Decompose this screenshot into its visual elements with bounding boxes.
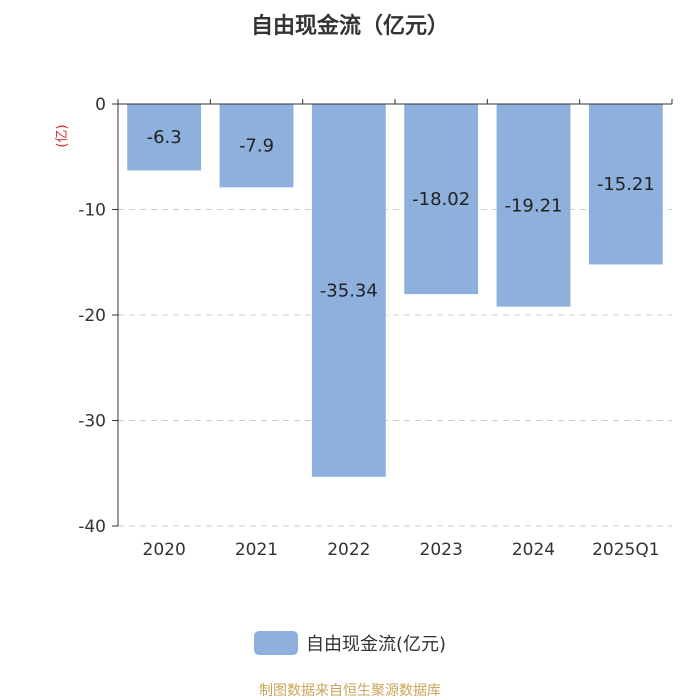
legend-label: 自由现金流(亿元) (305, 634, 447, 655)
x-tick-label: 2023 (420, 540, 463, 560)
x-tick-label: 2022 (327, 540, 370, 560)
x-tick-label: 2024 (512, 540, 555, 560)
bar (404, 104, 479, 295)
bar-data-label: -18.02 (412, 189, 470, 210)
y-tick-label: -20 (78, 306, 106, 326)
legend[interactable]: 自由现金流(亿元) (0, 630, 700, 656)
bar-data-label: -15.21 (597, 174, 655, 195)
bar (311, 104, 386, 477)
bar (127, 104, 202, 171)
bar (496, 104, 571, 307)
bar (219, 104, 294, 188)
legend-swatch (253, 631, 298, 655)
x-tick-label: 2020 (143, 540, 186, 560)
x-tick-label: 2021 (235, 540, 278, 560)
y-tick-label: 0 (95, 95, 106, 115)
x-tick-label: 2025Q1 (592, 540, 659, 560)
source-note: 制图数据来自恒生聚源数据库 (259, 683, 441, 699)
bar (588, 104, 663, 265)
bar-data-label: -7.9 (239, 136, 274, 157)
bar-data-label: -6.3 (147, 127, 182, 148)
y-axis-unit-label: (亿) (55, 124, 70, 147)
y-tick-label: -10 (78, 201, 106, 221)
chart-title: 自由现金流（亿元） (250, 14, 449, 39)
y-tick-label: -30 (78, 412, 106, 432)
y-tick-label: -40 (78, 517, 106, 537)
bar-data-label: -19.21 (504, 195, 562, 216)
bar-data-label: -35.34 (320, 280, 378, 301)
